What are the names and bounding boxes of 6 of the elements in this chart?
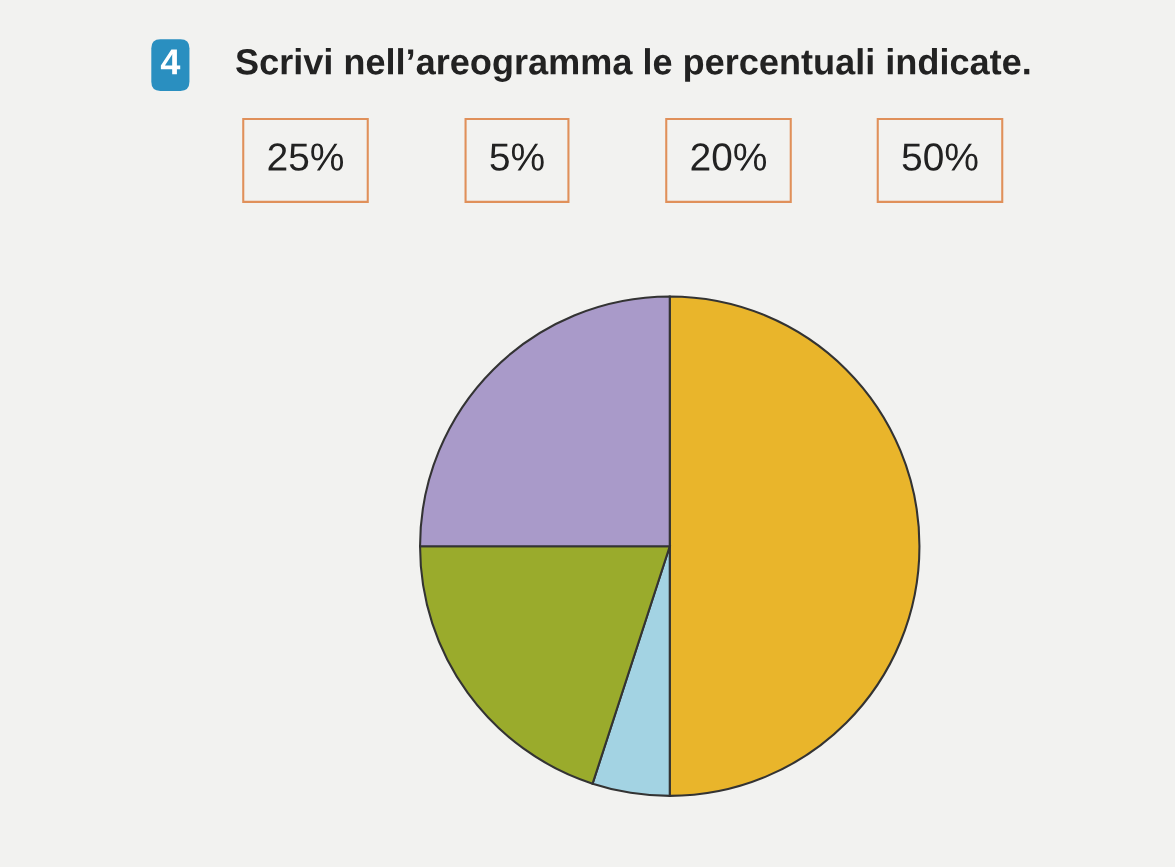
chart-title: Scrivi nell’areogramma le percentuali indicate. bbox=[236, 48, 1030, 82]
text: 5% bbox=[490, 143, 544, 171]
text: 4 bbox=[160, 49, 181, 75]
text: 20% bbox=[691, 143, 767, 171]
text: 50% bbox=[902, 143, 978, 171]
text: 25% bbox=[268, 143, 344, 171]
